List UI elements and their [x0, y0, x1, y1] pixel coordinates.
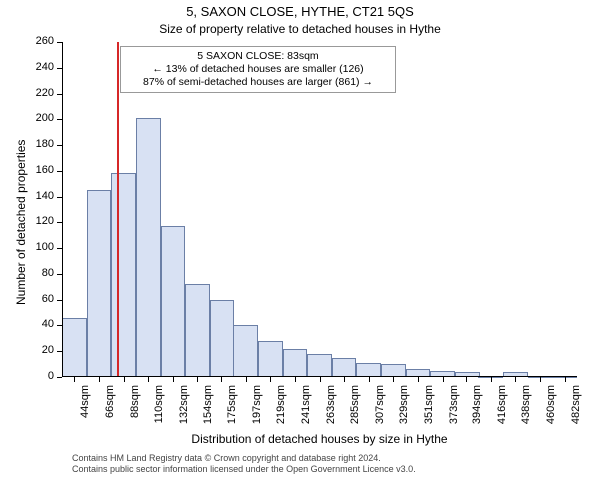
y-tick-label: 220 — [28, 87, 54, 99]
y-axis — [62, 42, 63, 377]
x-tick — [148, 377, 149, 382]
y-tick — [57, 351, 62, 352]
y-tick — [57, 300, 62, 301]
histogram-bar — [62, 318, 87, 377]
x-tick-label: 132sqm — [178, 385, 190, 435]
x-tick-label: 438sqm — [520, 385, 532, 435]
x-tick-label: 110sqm — [153, 385, 165, 435]
title-address: 5, SAXON CLOSE, HYTHE, CT21 5QS — [0, 4, 600, 19]
x-tick-label: 66sqm — [104, 385, 116, 435]
y-tick-label: 20 — [28, 344, 54, 356]
y-axis-label: Number of detached properties — [14, 139, 28, 304]
y-tick-label: 80 — [28, 267, 54, 279]
x-tick — [246, 377, 247, 382]
x-tick-label: 373sqm — [448, 385, 460, 435]
x-tick — [369, 377, 370, 382]
annotation-line3: 87% of semi-detached houses are larger (… — [125, 76, 391, 89]
histogram-bar — [111, 173, 136, 377]
x-tick — [320, 377, 321, 382]
histogram-bar — [332, 358, 357, 377]
x-tick — [124, 377, 125, 382]
y-tick — [57, 222, 62, 223]
x-tick — [197, 377, 198, 382]
x-tick — [270, 377, 271, 382]
x-tick — [443, 377, 444, 382]
footer-attribution: Contains HM Land Registry data © Crown c… — [72, 453, 416, 476]
y-tick — [57, 197, 62, 198]
x-tick — [221, 377, 222, 382]
reference-line — [117, 42, 119, 377]
y-tick-label: 60 — [28, 293, 54, 305]
y-tick — [57, 325, 62, 326]
y-tick — [57, 248, 62, 249]
x-tick — [393, 377, 394, 382]
x-tick-label: 394sqm — [471, 385, 483, 435]
y-tick — [57, 68, 62, 69]
x-tick — [418, 377, 419, 382]
histogram-bar — [87, 190, 112, 377]
y-tick-label: 40 — [28, 318, 54, 330]
histogram-bar — [258, 341, 283, 377]
histogram-bar — [356, 363, 381, 377]
footer-line1: Contains HM Land Registry data © Crown c… — [72, 453, 416, 464]
x-tick — [74, 377, 75, 382]
x-tick-label: 285sqm — [349, 385, 361, 435]
x-tick-label: 416sqm — [496, 385, 508, 435]
x-tick — [295, 377, 296, 382]
annotation-box: 5 SAXON CLOSE: 83sqm ← 13% of detached h… — [120, 46, 396, 93]
x-tick-label: 329sqm — [398, 385, 410, 435]
histogram-bar — [210, 300, 235, 377]
y-tick-label: 160 — [28, 164, 54, 176]
x-tick-label: 351sqm — [423, 385, 435, 435]
x-tick-label: 88sqm — [129, 385, 141, 435]
y-tick — [57, 274, 62, 275]
y-tick-label: 180 — [28, 138, 54, 150]
x-tick — [491, 377, 492, 382]
x-tick-label: 44sqm — [79, 385, 91, 435]
x-tick-label: 241sqm — [300, 385, 312, 435]
x-tick-label: 307sqm — [374, 385, 386, 435]
chart-frame: 5, SAXON CLOSE, HYTHE, CT21 5QS Size of … — [0, 0, 600, 500]
y-tick-label: 100 — [28, 241, 54, 253]
x-tick-label: 219sqm — [275, 385, 287, 435]
y-tick-label: 260 — [28, 35, 54, 47]
y-tick — [57, 94, 62, 95]
histogram-bar — [283, 349, 308, 377]
histogram-bar — [136, 118, 161, 377]
x-tick — [515, 377, 516, 382]
x-tick-label: 263sqm — [325, 385, 337, 435]
histogram-bar — [233, 325, 258, 377]
y-tick-label: 240 — [28, 61, 54, 73]
x-tick-label: 175sqm — [226, 385, 238, 435]
x-tick — [344, 377, 345, 382]
y-tick — [57, 377, 62, 378]
x-tick — [565, 377, 566, 382]
y-tick — [57, 119, 62, 120]
y-tick — [57, 145, 62, 146]
y-tick-label: 140 — [28, 190, 54, 202]
y-tick — [57, 171, 62, 172]
x-tick — [540, 377, 541, 382]
y-tick-label: 120 — [28, 215, 54, 227]
histogram-bar — [161, 226, 186, 377]
y-tick-label: 0 — [28, 370, 54, 382]
annotation-line2: ← 13% of detached houses are smaller (12… — [125, 63, 391, 76]
x-tick — [173, 377, 174, 382]
y-tick — [57, 42, 62, 43]
x-tick-label: 482sqm — [570, 385, 582, 435]
x-tick-label: 460sqm — [545, 385, 557, 435]
x-tick — [466, 377, 467, 382]
histogram-bar — [307, 354, 332, 377]
title-subtitle: Size of property relative to detached ho… — [0, 22, 600, 36]
x-tick-label: 154sqm — [202, 385, 214, 435]
x-tick — [99, 377, 100, 382]
footer-line2: Contains public sector information licen… — [72, 464, 416, 475]
histogram-bar — [185, 284, 210, 377]
annotation-line1: 5 SAXON CLOSE: 83sqm — [125, 50, 391, 63]
y-tick-label: 200 — [28, 112, 54, 124]
x-tick-label: 197sqm — [251, 385, 263, 435]
